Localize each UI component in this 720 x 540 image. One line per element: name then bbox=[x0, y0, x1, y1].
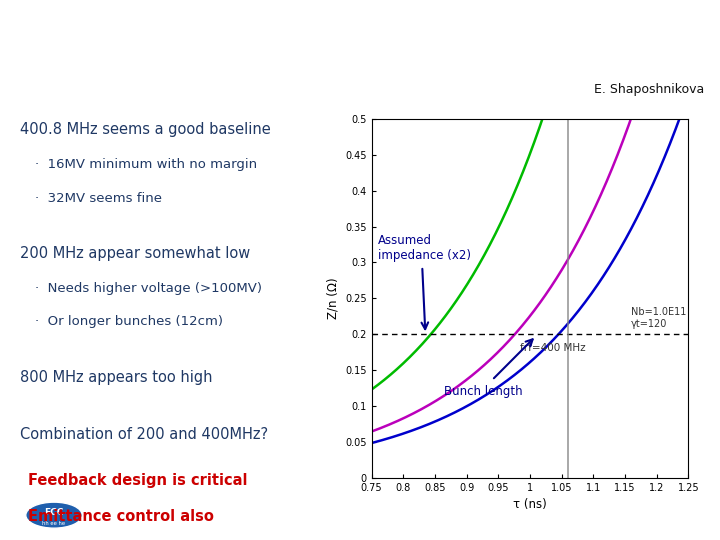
Text: frf=400 MHz: frf=400 MHz bbox=[521, 343, 586, 353]
Text: Assumed
impedance (x2): Assumed impedance (x2) bbox=[378, 234, 471, 262]
Text: FCC: FCC bbox=[45, 508, 63, 517]
Text: Bunch length: Bunch length bbox=[444, 384, 523, 397]
Text: 800 MHz appears too high: 800 MHz appears too high bbox=[20, 369, 213, 384]
Text: Nb=1.0E11
γt=120: Nb=1.0E11 γt=120 bbox=[631, 307, 687, 328]
Text: RF Design Considerations: RF Design Considerations bbox=[159, 21, 561, 49]
Text: Feedback design is critical: Feedback design is critical bbox=[28, 473, 247, 488]
Circle shape bbox=[26, 502, 82, 528]
X-axis label: τ (ns): τ (ns) bbox=[513, 498, 546, 511]
Text: Combination of 200 and 400MHz?: Combination of 200 and 400MHz? bbox=[20, 427, 269, 442]
Text: Emittance control also: Emittance control also bbox=[28, 509, 214, 524]
Text: ·  Or longer bunches (12cm): · Or longer bunches (12cm) bbox=[35, 315, 223, 328]
Text: E. Shaposhnikova: E. Shaposhnikova bbox=[593, 83, 704, 97]
Text: FCC-hh
Daniel Schulte
FCC kick-off meeting, Geneva February 2014: FCC-hh Daniel Schulte FCC kick-off meeti… bbox=[140, 498, 344, 532]
Text: ·  16MV minimum with no margin: · 16MV minimum with no margin bbox=[35, 158, 257, 171]
Y-axis label: Z/n (Ω): Z/n (Ω) bbox=[326, 278, 339, 319]
Text: 400.8 MHz seems a good baseline: 400.8 MHz seems a good baseline bbox=[20, 122, 271, 137]
Text: hh ee he: hh ee he bbox=[42, 521, 66, 526]
Text: 200 MHz appear somewhat low: 200 MHz appear somewhat low bbox=[20, 246, 251, 261]
Text: ·  Needs higher voltage (>100MV): · Needs higher voltage (>100MV) bbox=[35, 282, 262, 295]
Text: ·  32MV seems fine: · 32MV seems fine bbox=[35, 192, 162, 205]
